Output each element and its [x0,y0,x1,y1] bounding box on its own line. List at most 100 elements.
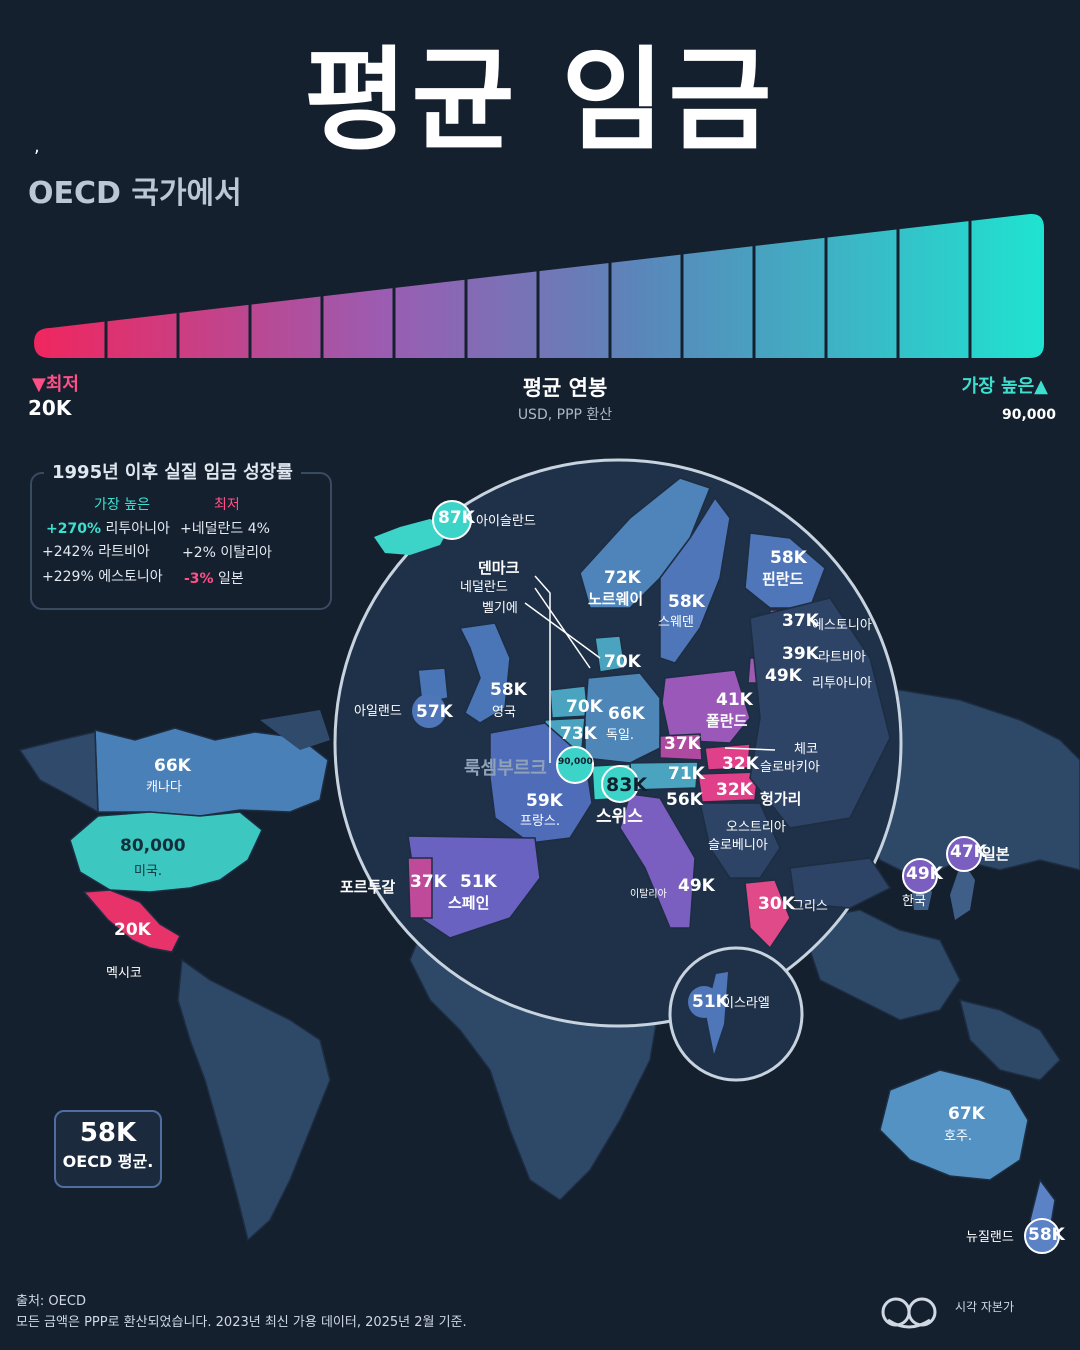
uk-name: 영국 [492,705,516,720]
australia-name: 호주. [944,1129,973,1144]
legend-center: 평균 연봉 USD, PPP 환산 [440,372,690,424]
denmark-value: 70K [604,652,641,672]
oecd-average-label: OECD 평균. [62,1152,154,1171]
growth-high-row-3: +229% 에스토니아 [42,566,163,586]
france-value: 59K [526,791,563,811]
israel-badge [688,986,720,1018]
mexico-value: 20K [114,920,151,940]
spain-value: 51K [460,872,497,892]
tick-mark: , [34,136,40,157]
growth-value: +270% [46,521,101,537]
ireland-badge [412,694,446,728]
growth-low-row-1: +네덜란드 4% [180,518,270,538]
poland-name: 폴란드 [706,712,748,730]
growth-high-row-2: +242% 라트비아 [42,541,150,561]
canada-name: 캐나다 [146,780,182,795]
growth-value: +229% [42,569,94,585]
growth-title: 1995년 이후 실질 임금 성장률 [44,458,301,484]
israel-value: 51K [692,992,729,1012]
korea-value: 49K [906,864,943,884]
iceland-value: 87K [438,508,475,528]
growth-country: 라트비아 [98,544,150,560]
growth-country: 리투아니아 [105,521,170,537]
growth-high-row-1: +270% 리투아니아 [46,518,170,538]
oecd-average-box: 58K OECD 평균. [54,1110,162,1188]
hungary-name: 헝가리 [760,790,802,808]
switzerland-name: 스위스 [596,807,643,827]
growth-value: +네덜란드 4% [180,521,270,537]
slovenia-name: 슬로베니아 [708,838,768,853]
greece-value: 30K [758,894,795,914]
usa-value: 80,000 [120,836,186,856]
world-map [18,689,1080,1242]
austria-value: 71K [668,764,705,784]
legend-title: 평균 연봉 [522,376,608,400]
hungary-value: 32K [716,780,753,800]
legend-subtitle: USD, PPP 환산 [517,407,613,423]
brand-logo-icon [881,1297,937,1329]
luxembourg-marker [556,746,594,784]
belgium-name: 벨기에 [482,601,518,616]
latvia-name: 라트비아 [818,650,866,665]
norway-value: 72K [604,568,641,588]
slovakia-name: 슬로바키아 [760,760,820,775]
ireland-name: 아일랜드 [354,704,402,719]
germany-name: 독일. [606,728,635,743]
australia-value: 67K [948,1104,985,1124]
luxembourg-value: 90,000 [558,757,593,767]
footer-source: 출처: OECD [16,1294,86,1309]
czech-value: 37K [664,734,701,754]
czech-name: 체코 [794,742,818,757]
legend-low-value: 20K [28,396,72,420]
korea-badge [902,858,938,894]
sweden-value: 58K [668,592,705,612]
mexico-name: 멕시코 [106,966,142,981]
europe-zoom [333,458,903,1028]
growth-country: 에스토니아 [98,569,163,585]
poland-value: 41K [716,690,753,710]
iceland-badge [432,500,472,540]
germany-value: 66K [608,704,645,724]
iceland-name: 아이슬란드 [476,514,536,529]
latvia-value: 39K [782,644,819,664]
spain-name: 스페인 [448,894,490,912]
switzerland-marker [601,765,639,803]
newzealand-name: 뉴질랜드 [966,1230,1014,1245]
newzealand-value: 58K [1028,1225,1065,1245]
growth-value: +2% [182,545,216,561]
japan-badge [946,836,982,872]
color-scale-legend [34,213,1044,360]
footer-note: 모든 금액은 PPP로 환산되었습니다. 2023년 최신 가용 데이터, 20… [16,1315,467,1330]
slovenia-value: 56K [666,790,703,810]
netherlands-value: 70K [566,697,603,717]
growth-country: 일본 [218,571,244,587]
growth-low-row-2: +2% 이탈리아 [182,542,272,562]
legend-high-label: 가장 높은▲ [961,376,1048,397]
italy-value: 49K [678,876,715,896]
usa-name: 미국. [134,864,163,879]
growth-highest-header: 가장 높은 [94,497,150,513]
growth-country: 이탈리아 [220,545,272,561]
growth-lowest-header: 최저 [214,497,240,513]
ireland-value: 57K [416,702,453,722]
israel-zoom [668,946,804,1082]
canada-value: 66K [154,756,191,776]
estonia-value: 37K [782,611,819,631]
slovakia-value: 32K [722,754,759,774]
austria-name: 오스트리아 [726,820,786,835]
growth-value: -3% [184,571,214,587]
lithuania-name: 리투아니아 [812,676,872,691]
lithuania-value: 49K [765,666,802,686]
growth-value: +242% [42,544,94,560]
korea-name: 한국 [902,894,926,909]
italy-name: 이탈리아 [630,889,667,900]
portugal-name: 포르투갈 [340,878,396,896]
japan-name: 일본 [982,845,1010,863]
netherlands-name: 네덜란드 [460,580,508,595]
france-name: 프랑스. [520,814,561,829]
sweden-name: 스웨덴 [658,615,694,630]
switzerland-value: 83K [606,774,648,796]
newzealand-badge [1024,1218,1060,1254]
japan-shape [950,860,975,920]
luxembourg-name: 룩셈부르크 [464,758,547,779]
